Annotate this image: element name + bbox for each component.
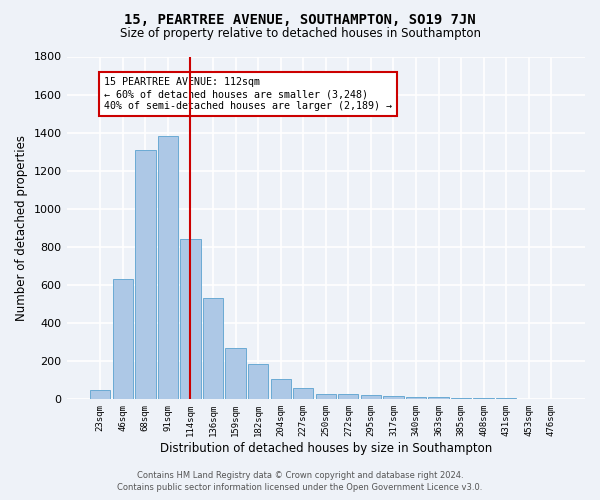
Bar <box>316 394 336 400</box>
Bar <box>383 396 404 400</box>
Bar <box>90 390 110 400</box>
Bar <box>113 280 133 400</box>
Bar <box>135 150 155 400</box>
Text: Contains HM Land Registry data © Crown copyright and database right 2024.
Contai: Contains HM Land Registry data © Crown c… <box>118 471 482 492</box>
Text: 15 PEARTREE AVENUE: 112sqm
← 60% of detached houses are smaller (3,248)
40% of s: 15 PEARTREE AVENUE: 112sqm ← 60% of deta… <box>104 78 392 110</box>
Text: 15, PEARTREE AVENUE, SOUTHAMPTON, SO19 7JN: 15, PEARTREE AVENUE, SOUTHAMPTON, SO19 7… <box>124 12 476 26</box>
Bar <box>541 399 562 400</box>
Bar <box>473 398 494 400</box>
Bar <box>338 394 358 400</box>
Bar <box>181 240 200 400</box>
Bar <box>406 397 426 400</box>
Bar <box>271 380 291 400</box>
Bar <box>226 348 246 400</box>
Bar <box>428 398 449 400</box>
Bar <box>451 398 471 400</box>
X-axis label: Distribution of detached houses by size in Southampton: Distribution of detached houses by size … <box>160 442 492 455</box>
Bar <box>293 388 313 400</box>
Bar <box>203 298 223 400</box>
Text: Size of property relative to detached houses in Southampton: Size of property relative to detached ho… <box>119 28 481 40</box>
Bar <box>518 398 539 400</box>
Bar <box>496 398 517 400</box>
Bar <box>158 136 178 400</box>
Bar <box>361 394 381 400</box>
Y-axis label: Number of detached properties: Number of detached properties <box>15 135 28 321</box>
Bar <box>248 364 268 400</box>
